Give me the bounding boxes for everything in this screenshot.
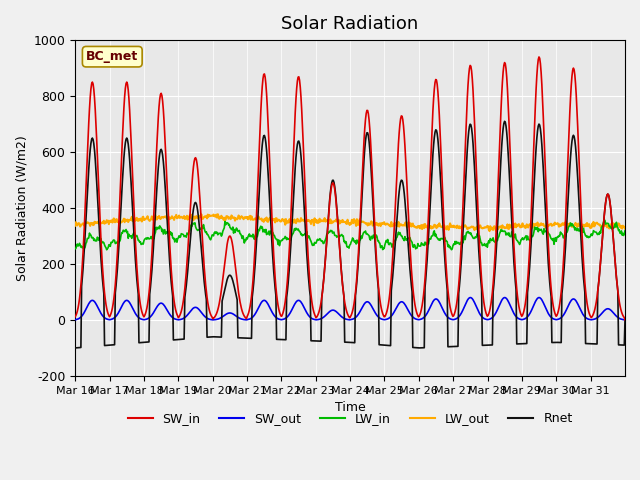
- Y-axis label: Solar Radiation (W/m2): Solar Radiation (W/m2): [15, 135, 28, 281]
- Legend: SW_in, SW_out, LW_in, LW_out, Rnet: SW_in, SW_out, LW_in, LW_out, Rnet: [123, 407, 577, 430]
- Title: Solar Radiation: Solar Radiation: [282, 15, 419, 33]
- Text: BC_met: BC_met: [86, 50, 138, 63]
- X-axis label: Time: Time: [335, 401, 365, 414]
